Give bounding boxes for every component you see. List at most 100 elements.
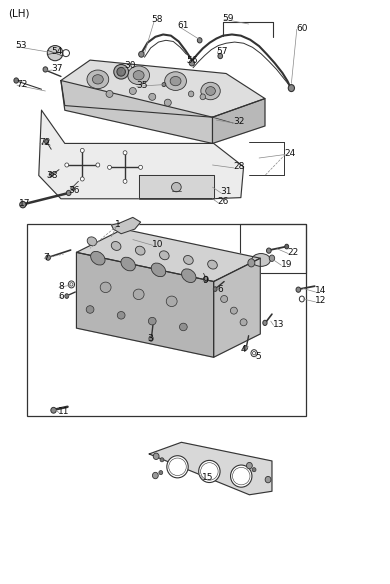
- Ellipse shape: [244, 346, 248, 350]
- Text: 57: 57: [216, 47, 228, 57]
- Text: 5: 5: [255, 352, 261, 360]
- Ellipse shape: [269, 255, 275, 262]
- Ellipse shape: [159, 471, 163, 475]
- Ellipse shape: [188, 91, 194, 97]
- Text: 4: 4: [241, 345, 246, 353]
- Text: 8: 8: [58, 281, 64, 291]
- Text: 37: 37: [51, 64, 63, 74]
- Ellipse shape: [80, 177, 84, 181]
- Text: 12: 12: [315, 296, 326, 305]
- Ellipse shape: [106, 91, 113, 98]
- Ellipse shape: [167, 456, 188, 478]
- Ellipse shape: [71, 186, 74, 190]
- Bar: [240, 224, 306, 273]
- Ellipse shape: [128, 66, 149, 85]
- Ellipse shape: [164, 99, 171, 106]
- Text: 11: 11: [58, 407, 70, 416]
- Polygon shape: [39, 110, 244, 199]
- Ellipse shape: [285, 244, 289, 249]
- Polygon shape: [61, 60, 265, 117]
- Ellipse shape: [87, 237, 97, 246]
- Ellipse shape: [153, 453, 159, 460]
- Ellipse shape: [51, 408, 56, 413]
- Ellipse shape: [206, 86, 215, 95]
- Ellipse shape: [65, 163, 69, 167]
- Ellipse shape: [43, 67, 48, 72]
- Polygon shape: [214, 258, 260, 357]
- Ellipse shape: [240, 319, 247, 326]
- Ellipse shape: [149, 336, 153, 341]
- Ellipse shape: [182, 269, 196, 283]
- Ellipse shape: [90, 251, 105, 265]
- Polygon shape: [149, 442, 272, 495]
- Ellipse shape: [44, 140, 48, 144]
- Ellipse shape: [135, 246, 145, 255]
- Text: 19: 19: [280, 259, 292, 269]
- Ellipse shape: [189, 60, 195, 66]
- Ellipse shape: [152, 472, 158, 479]
- Text: 56: 56: [186, 56, 198, 65]
- Ellipse shape: [200, 94, 206, 100]
- Ellipse shape: [162, 82, 166, 86]
- Text: 72: 72: [39, 138, 50, 147]
- Polygon shape: [61, 81, 213, 144]
- Ellipse shape: [111, 242, 121, 251]
- Text: 54: 54: [51, 47, 62, 56]
- Text: 3: 3: [147, 334, 153, 343]
- Text: 38: 38: [46, 171, 58, 180]
- Text: 28: 28: [233, 162, 245, 171]
- Polygon shape: [139, 175, 214, 197]
- Ellipse shape: [100, 282, 111, 293]
- Ellipse shape: [149, 93, 156, 100]
- Ellipse shape: [117, 311, 125, 319]
- Ellipse shape: [230, 307, 238, 314]
- Ellipse shape: [204, 276, 208, 282]
- Ellipse shape: [133, 71, 144, 80]
- Text: 60: 60: [296, 23, 308, 33]
- Ellipse shape: [14, 78, 19, 83]
- Polygon shape: [76, 229, 260, 281]
- Ellipse shape: [46, 255, 50, 260]
- Text: 14: 14: [315, 286, 326, 296]
- Ellipse shape: [230, 465, 252, 487]
- Polygon shape: [76, 252, 214, 357]
- Ellipse shape: [139, 165, 142, 169]
- Ellipse shape: [207, 260, 217, 269]
- Ellipse shape: [170, 77, 181, 86]
- Text: 9: 9: [202, 276, 208, 285]
- Polygon shape: [112, 217, 140, 234]
- Ellipse shape: [47, 46, 63, 61]
- Text: 10: 10: [152, 239, 164, 249]
- Ellipse shape: [139, 51, 144, 57]
- Text: 32: 32: [233, 117, 245, 126]
- Ellipse shape: [151, 263, 166, 277]
- Ellipse shape: [20, 201, 26, 208]
- Ellipse shape: [96, 163, 100, 167]
- Text: 17: 17: [20, 199, 31, 208]
- Ellipse shape: [246, 463, 252, 469]
- Ellipse shape: [129, 88, 136, 95]
- Ellipse shape: [172, 182, 181, 192]
- Text: 58: 58: [151, 15, 163, 24]
- Text: 72: 72: [16, 79, 28, 89]
- Text: 13: 13: [273, 319, 284, 329]
- Text: 24: 24: [284, 149, 296, 158]
- Text: 61: 61: [177, 20, 189, 30]
- Ellipse shape: [263, 320, 267, 325]
- Ellipse shape: [248, 259, 255, 267]
- Ellipse shape: [114, 64, 129, 79]
- Ellipse shape: [80, 148, 84, 152]
- Ellipse shape: [252, 253, 270, 266]
- Ellipse shape: [197, 38, 202, 43]
- Ellipse shape: [166, 296, 177, 307]
- Ellipse shape: [221, 296, 228, 303]
- Text: 6: 6: [218, 284, 223, 294]
- Bar: [27, 224, 306, 415]
- Ellipse shape: [123, 151, 127, 155]
- Ellipse shape: [265, 477, 271, 483]
- Text: 26: 26: [218, 197, 229, 206]
- Ellipse shape: [121, 257, 135, 271]
- Ellipse shape: [66, 190, 71, 196]
- Text: (LH): (LH): [8, 9, 29, 19]
- Ellipse shape: [165, 72, 186, 91]
